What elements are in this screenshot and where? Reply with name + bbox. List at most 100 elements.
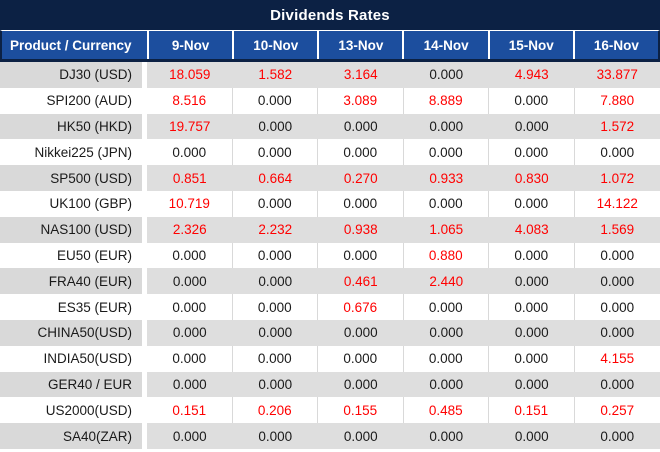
value-cell: 0.000 [147, 423, 233, 449]
value-cell: 8.516 [147, 87, 233, 114]
value-cell: 4.083 [489, 216, 575, 243]
value-cell: 0.000 [489, 87, 575, 114]
value-cell: 0.000 [489, 294, 575, 320]
table-body: DJ30 (USD) 18.059 1.582 3.164 0.000 4.943 33.… [0, 62, 660, 449]
column-header-date-5: 15-Nov [487, 31, 573, 59]
title-bar: Dividends Rates [0, 0, 660, 30]
table-row: Nikkei225 (JPN) 0.000 0.000 0.000 0.000 0.00… [0, 139, 660, 166]
table-row: DJ30 (USD) 18.059 1.582 3.164 0.000 4.943 33.… [0, 62, 660, 88]
product-cell: GER40 / EUR [0, 371, 147, 398]
value-cell: 1.572 [574, 113, 660, 140]
value-cell: 0.000 [403, 62, 489, 88]
column-header-date-3: 13-Nov [317, 31, 402, 59]
value-cell: 0.151 [489, 397, 575, 424]
value-cell: 0.000 [404, 139, 489, 166]
product-cell: HK50 (HKD) [0, 113, 147, 140]
value-cell: 0.000 [600, 299, 635, 315]
table-row: ES35 (EUR) 0.000 0.000 0.676 0.000 0.000 0.00… [0, 294, 660, 320]
column-header-product-currency: Product / Currency [10, 37, 132, 53]
value-cell: 0.000 [318, 190, 404, 217]
value-cell: 0.000 [318, 345, 404, 372]
value-cell: 0.000 [318, 371, 404, 398]
value-cell: 0.461 [318, 268, 404, 295]
value-cell: 0.151 [147, 397, 233, 424]
product-cell: UK100 (GBP) [0, 190, 147, 217]
value-cell: 0.000 [233, 345, 318, 372]
bottom-strip [0, 449, 660, 452]
table-row: UK100 (GBP) 10.719 0.000 0.000 0.000 0.000 14… [0, 190, 660, 217]
product-cell: US2000(USD) [0, 397, 147, 424]
product-cell: Nikkei225 (JPN) [0, 139, 147, 166]
table-row: SP500 (USD) 0.851 0.664 0.270 0.933 0.830 1.0… [0, 165, 660, 191]
value-cell: 0.000 [489, 423, 575, 449]
value-cell: 0.000 [147, 371, 233, 398]
value-cell: 0.000 [404, 294, 489, 320]
value-cell: 33.877 [574, 62, 660, 88]
product-cell: EU50 (EUR) [0, 242, 147, 269]
value-cell: 2.326 [147, 216, 233, 243]
value-cell: 0.676 [318, 294, 404, 320]
value-cell: 0.000 [403, 423, 489, 449]
table-row: HK50 (HKD) 19.757 0.000 0.000 0.000 0.000 1.5… [0, 113, 660, 140]
product-cell: CHINA50(USD) [0, 319, 147, 346]
value-cell: 0.206 [233, 397, 318, 424]
value-cell: 0.000 [404, 345, 489, 372]
value-cell: 0.000 [232, 423, 318, 449]
value-cell: 0.000 [403, 113, 489, 140]
value-cell: 0.000 [489, 345, 575, 372]
value-cell: 0.000 [403, 319, 489, 346]
column-header-date-2: 10-Nov [232, 31, 317, 59]
value-cell: 0.000 [233, 87, 318, 114]
value-cell: 0.000 [147, 345, 233, 372]
value-cell: 0.000 [574, 371, 660, 398]
value-cell: 0.000 [233, 190, 318, 217]
table-row: FRA40 (EUR) 0.000 0.000 0.461 2.440 0.000 0.0… [0, 268, 660, 295]
value-cell: 0.000 [233, 242, 318, 269]
table-row: SPI200 (AUD) 8.516 0.000 3.089 8.889 0.000 7.… [0, 87, 660, 114]
value-cell: 0.257 [600, 402, 635, 418]
value-cell: 2.232 [232, 216, 318, 243]
value-cell: 0.000 [233, 139, 318, 166]
value-cell: 2.440 [403, 268, 489, 295]
value-cell: 0.000 [318, 423, 404, 449]
value-cell: 4.155 [600, 351, 635, 367]
table-row: SA40(ZAR) 0.000 0.000 0.000 0.000 0.000 0.000 [0, 423, 660, 449]
page-title: Dividends Rates [270, 6, 390, 24]
value-cell: 0.000 [318, 319, 404, 346]
table-row: INDIA50(USD) 0.000 0.000 0.000 0.000 0.000 4.… [0, 345, 660, 372]
value-cell: 0.000 [318, 113, 404, 140]
value-cell: 0.000 [147, 139, 233, 166]
product-cell: NAS100 (USD) [0, 216, 147, 243]
value-cell: 0.000 [489, 268, 575, 295]
value-cell: 0.000 [489, 113, 575, 140]
value-cell: 0.000 [403, 371, 489, 398]
table-row: EU50 (EUR) 0.000 0.000 0.000 0.880 0.000 0.00… [0, 242, 660, 269]
value-cell: 0.000 [233, 294, 318, 320]
value-cell: 0.000 [489, 371, 575, 398]
product-cell: ES35 (EUR) [0, 294, 147, 320]
value-cell: 3.089 [318, 87, 404, 114]
value-cell: 8.889 [404, 87, 489, 114]
product-cell: SA40(ZAR) [0, 423, 147, 449]
value-cell: 10.719 [147, 190, 233, 217]
product-cell: FRA40 (EUR) [0, 268, 147, 295]
value-cell: 0.000 [232, 319, 318, 346]
table-row: GER40 / EUR 0.000 0.000 0.000 0.000 0.000 0.0… [0, 371, 660, 398]
product-cell: SPI200 (AUD) [0, 87, 147, 114]
value-cell: 0.000 [232, 268, 318, 295]
value-cell: 0.830 [489, 165, 575, 191]
table-header-row: Product / Currency 9-Nov 10-Nov 13-Nov 1… [0, 30, 660, 62]
value-cell: 0.000 [574, 319, 660, 346]
value-cell: 1.065 [403, 216, 489, 243]
column-header-date-4: 14-Nov [402, 31, 487, 59]
value-cell: 0.155 [318, 397, 404, 424]
table-row: CHINA50(USD) 0.000 0.000 0.000 0.000 0.000 0.… [0, 319, 660, 346]
value-cell: 18.059 [147, 62, 233, 88]
value-cell: 0.000 [489, 242, 575, 269]
value-cell: 3.164 [318, 62, 404, 88]
value-cell: 4.943 [489, 62, 575, 88]
value-cell: 1.072 [574, 165, 660, 191]
value-cell: 0.000 [232, 371, 318, 398]
value-cell: 14.122 [596, 196, 638, 212]
value-cell: 0.000 [489, 319, 575, 346]
